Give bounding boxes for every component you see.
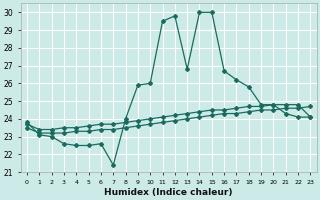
X-axis label: Humidex (Indice chaleur): Humidex (Indice chaleur) — [104, 188, 233, 197]
